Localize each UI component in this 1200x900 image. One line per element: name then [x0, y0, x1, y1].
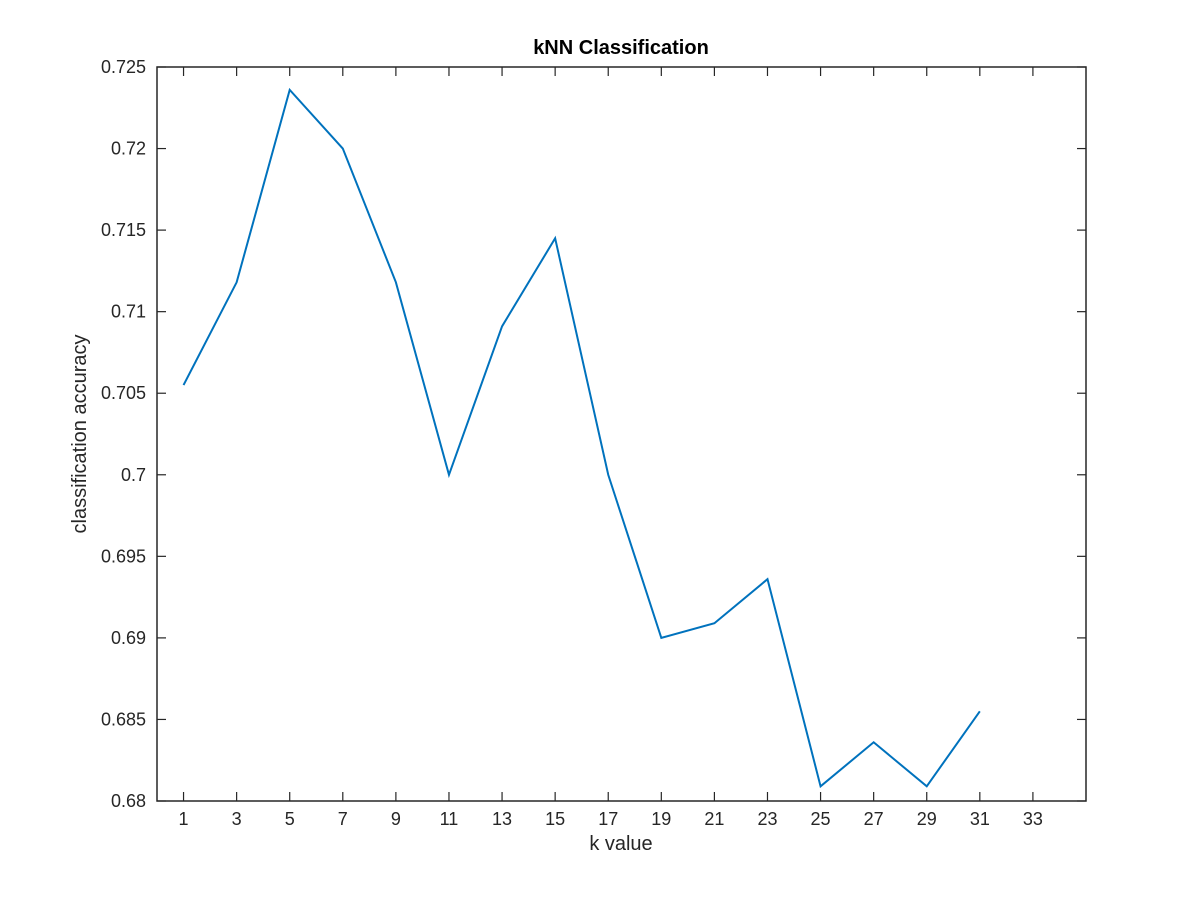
series-line: [182, 87, 981, 789]
y-tick-label: 0.715: [101, 220, 146, 240]
y-tick-label: 0.695: [101, 546, 146, 566]
y-tick-label: 0.685: [101, 709, 146, 729]
ticks-layer: [157, 66, 1086, 802]
x-tick-label: 13: [492, 809, 512, 829]
y-tick-label: 0.69: [111, 628, 146, 648]
x-tick-label: 23: [757, 809, 777, 829]
x-tick-label: 3: [232, 809, 242, 829]
y-tick-label: 0.68: [111, 791, 146, 811]
x-tick-label: 31: [970, 809, 990, 829]
x-tick-label: 7: [338, 809, 348, 829]
y-tick-label: 0.71: [111, 302, 146, 322]
x-tick-label: 25: [811, 809, 831, 829]
axes-box: [156, 66, 1087, 802]
y-tick-label: 0.705: [101, 383, 146, 403]
x-tick-label: 21: [704, 809, 724, 829]
x-tick-label: 1: [179, 809, 189, 829]
x-tick-label: 5: [285, 809, 295, 829]
x-tick-label: 27: [864, 809, 884, 829]
x-axis-title: k value: [589, 833, 652, 855]
x-tick-label: 19: [651, 809, 671, 829]
x-tick-label: 17: [598, 809, 618, 829]
x-tick-label: 9: [391, 809, 401, 829]
y-tick-label: 0.72: [111, 139, 146, 159]
y-axis-title: classification accuracy: [69, 335, 91, 534]
y-tick-label: 0.7: [121, 465, 146, 485]
x-tick-label: 33: [1023, 809, 1043, 829]
labels-layer: 1 3 5 7 9 11 13 15 17 19 21 23 25 27 29 31 330.680.6850.…: [101, 57, 1043, 829]
y-tick-label: 0.725: [101, 57, 146, 77]
x-tick-label: 29: [917, 809, 937, 829]
x-tick-label: 15: [545, 809, 565, 829]
x-tick-label: 11: [440, 809, 459, 829]
series-layer: [182, 87, 981, 789]
chart-title: kNN Classification: [533, 37, 709, 59]
